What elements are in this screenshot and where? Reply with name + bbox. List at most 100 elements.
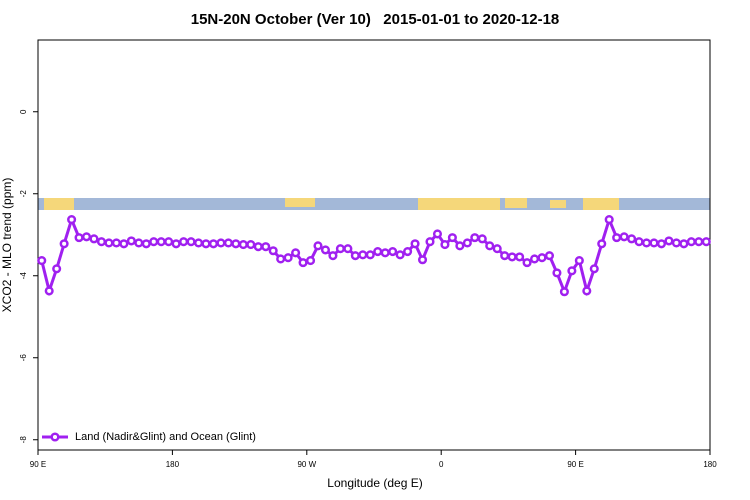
y-tick-label: -6 bbox=[19, 354, 28, 362]
point bbox=[574, 256, 584, 266]
land bbox=[285, 198, 315, 207]
point bbox=[462, 238, 472, 248]
point bbox=[119, 239, 129, 249]
point bbox=[89, 234, 99, 244]
legend-label: Land (Nadir&Glint) and Ocean (Glint) bbox=[75, 431, 256, 443]
point bbox=[320, 245, 331, 255]
point bbox=[425, 237, 435, 247]
point bbox=[358, 250, 368, 260]
land bbox=[44, 198, 74, 210]
point bbox=[559, 287, 569, 297]
point bbox=[395, 250, 405, 260]
point bbox=[134, 238, 144, 248]
point bbox=[37, 256, 47, 266]
point bbox=[201, 239, 211, 249]
point bbox=[156, 237, 166, 247]
legend-marker bbox=[50, 432, 60, 442]
point bbox=[164, 237, 174, 247]
x-tick-label: 90 E bbox=[30, 460, 46, 469]
point bbox=[223, 238, 233, 248]
x-axis-label: Longitude (deg E) bbox=[327, 476, 422, 490]
point bbox=[500, 251, 510, 261]
x-tick-label: 180 bbox=[166, 460, 180, 469]
point bbox=[432, 229, 443, 239]
point bbox=[515, 252, 525, 262]
point bbox=[298, 258, 308, 268]
point bbox=[619, 232, 629, 242]
point bbox=[403, 247, 413, 257]
point bbox=[186, 237, 196, 247]
point bbox=[417, 255, 428, 265]
point bbox=[216, 238, 226, 248]
point bbox=[343, 244, 353, 254]
point bbox=[641, 238, 652, 248]
point bbox=[679, 239, 689, 249]
point bbox=[380, 248, 390, 258]
point bbox=[52, 264, 62, 274]
point bbox=[261, 242, 271, 252]
point bbox=[231, 239, 241, 249]
point bbox=[567, 266, 577, 276]
point bbox=[350, 251, 360, 261]
point bbox=[253, 242, 263, 252]
point bbox=[604, 215, 614, 225]
point bbox=[656, 239, 667, 249]
point bbox=[537, 253, 547, 263]
point bbox=[634, 237, 644, 247]
point bbox=[305, 256, 316, 266]
point bbox=[492, 244, 502, 254]
x-tick-label: 90 E bbox=[567, 460, 583, 469]
point bbox=[111, 238, 121, 248]
point bbox=[208, 239, 219, 249]
point bbox=[664, 236, 674, 246]
point bbox=[365, 250, 375, 260]
land bbox=[583, 198, 619, 210]
y-tick-label: -8 bbox=[19, 436, 28, 444]
point bbox=[694, 237, 704, 247]
point bbox=[171, 239, 181, 249]
point bbox=[671, 238, 681, 248]
point bbox=[544, 251, 555, 261]
point bbox=[388, 247, 398, 257]
point bbox=[522, 258, 532, 268]
point bbox=[597, 239, 607, 249]
point bbox=[276, 254, 286, 264]
map-strip bbox=[38, 198, 710, 210]
point bbox=[126, 236, 136, 246]
point bbox=[104, 238, 114, 248]
point bbox=[470, 233, 480, 243]
x-tick-label: 90 W bbox=[297, 460, 316, 469]
point bbox=[447, 233, 457, 243]
point bbox=[268, 246, 278, 256]
point bbox=[328, 251, 338, 261]
plot-frame bbox=[37, 39, 711, 451]
y-tick-label: 0 bbox=[19, 109, 28, 114]
point bbox=[477, 234, 487, 244]
point bbox=[81, 232, 92, 242]
point bbox=[67, 215, 77, 225]
x-tick-label: 180 bbox=[703, 460, 717, 469]
point bbox=[59, 239, 69, 249]
point bbox=[686, 237, 696, 247]
point bbox=[96, 237, 107, 247]
point bbox=[410, 239, 420, 249]
ocean bbox=[38, 198, 710, 210]
land bbox=[550, 200, 566, 208]
chart-title: 15N-20N October (Ver 10) 2015-01-01 to 2… bbox=[191, 11, 560, 28]
point bbox=[246, 240, 256, 250]
point bbox=[701, 237, 711, 247]
y-axis-label: XCO2 - MLO trend (ppm) bbox=[0, 178, 14, 313]
point bbox=[649, 238, 659, 248]
point bbox=[529, 254, 540, 264]
point bbox=[193, 238, 204, 248]
point bbox=[291, 248, 301, 258]
point bbox=[44, 286, 54, 296]
point bbox=[238, 240, 248, 250]
point bbox=[283, 253, 293, 263]
point bbox=[313, 241, 323, 251]
point bbox=[507, 252, 517, 262]
land bbox=[505, 198, 527, 208]
x-tick-label: 0 bbox=[439, 460, 444, 469]
point bbox=[589, 264, 599, 274]
